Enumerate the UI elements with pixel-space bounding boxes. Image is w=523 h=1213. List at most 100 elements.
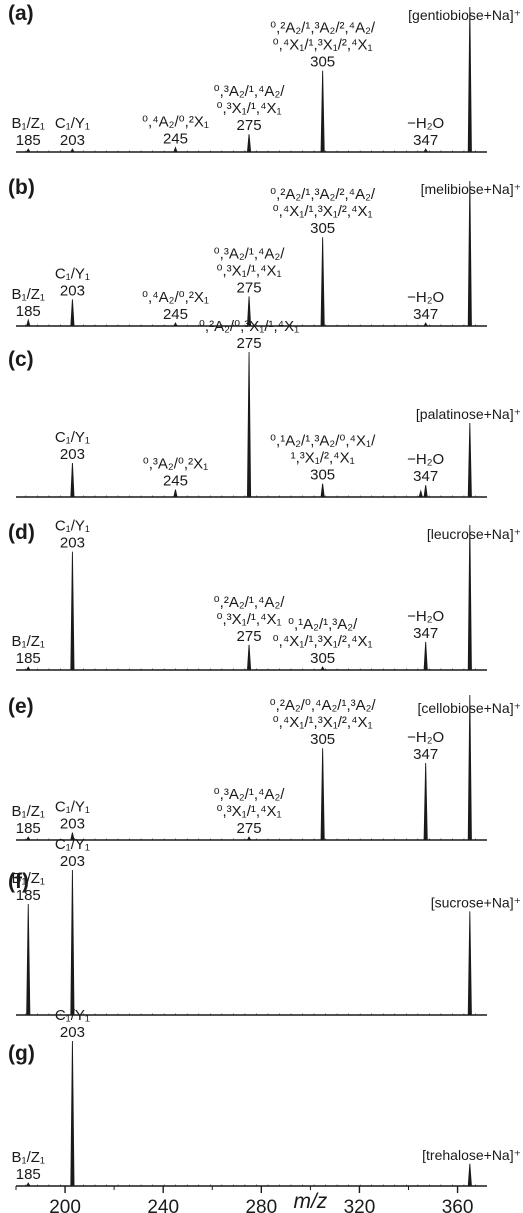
spectrum-peak xyxy=(423,485,428,498)
peak-annotation: C₁/Y₁ xyxy=(55,518,90,535)
precursor-label: [sucrose+Na]⁺ xyxy=(431,894,521,910)
x-tick-label: 240 xyxy=(147,1197,179,1213)
precursor-label: [leucrose+Na]⁺ xyxy=(427,526,521,542)
spectrum-peak xyxy=(320,483,325,498)
peak-annotation: 245 xyxy=(163,306,188,323)
peak-annotation: −H₂O xyxy=(407,608,444,625)
peak-annotation: −H₂O xyxy=(407,729,444,746)
spectrum-peak xyxy=(70,462,75,498)
spectrum-peak xyxy=(320,666,325,671)
spectrum-peak xyxy=(70,869,75,1016)
peak-annotation: B₁/Z₁ xyxy=(12,115,45,132)
peak-annotation: 185 xyxy=(16,1166,41,1183)
precursor-label: [gentiobiose+Na]⁺ xyxy=(408,7,521,23)
panel-label: (b) xyxy=(8,176,35,199)
x-tick-label: 360 xyxy=(442,1197,474,1213)
peak-annotation: 185 xyxy=(16,132,41,149)
spectrum-peak xyxy=(467,422,472,498)
peak-annotation: 305 xyxy=(310,220,335,237)
peak-annotation: 275 xyxy=(237,279,262,296)
peak-annotation: −H₂O xyxy=(407,289,444,306)
spectrum-peak xyxy=(26,148,31,153)
x-tick-label: 280 xyxy=(245,1197,277,1213)
spectrum-peak xyxy=(320,237,325,327)
spectrum-peak xyxy=(423,763,428,841)
peak-annotation: 203 xyxy=(60,132,85,149)
peak-annotation: C₁/Y₁ xyxy=(55,836,90,853)
peak-annotation: B₁/Z₁ xyxy=(12,803,45,820)
spectrum-peak xyxy=(320,70,325,153)
spectrum-peak xyxy=(246,134,252,153)
peak-annotation: 185 xyxy=(16,887,41,904)
peak-annotation: 347 xyxy=(413,625,438,642)
spectrum-panels: (a)B₁/Z₁185C₁/Y₁203⁰,⁴A₂/⁰,²X₁245⁰,³A₂/¹… xyxy=(8,2,521,1187)
peak-annotation: ⁰,⁴X₁/¹,³X₁/²,⁴X₁ xyxy=(273,714,373,731)
spectrum-peak xyxy=(173,146,178,153)
peak-annotation: 275 xyxy=(237,628,262,645)
spectrum-peak xyxy=(423,322,428,327)
spectrum-peak xyxy=(246,296,252,327)
peak-annotation: −H₂O xyxy=(407,451,444,468)
peak-annotation: 305 xyxy=(310,731,335,748)
peak-annotation: ⁰,²A₂/¹,³A₂/²,⁴A₂/ xyxy=(270,20,376,37)
peak-annotation: ⁰,⁴X₁/¹,³X₁/²,⁴X₁ xyxy=(273,633,373,650)
spectrum-peak xyxy=(173,489,178,498)
peak-annotation: C₁/Y₁ xyxy=(55,429,90,446)
peak-annotation: C₁/Y₁ xyxy=(55,115,90,132)
panel-label: (d) xyxy=(8,521,35,544)
x-tick-label: 200 xyxy=(49,1197,81,1213)
peak-annotation: ⁰,⁴A₂/⁰,²X₁ xyxy=(142,114,209,131)
spectrum-peak xyxy=(26,666,31,671)
spectrum-peak xyxy=(70,1040,75,1187)
peak-annotation: ⁰,³A₂/¹,⁴A₂/ xyxy=(214,786,286,803)
spectrum-peak xyxy=(467,180,472,327)
spectrum-peak xyxy=(467,1163,472,1187)
peak-annotation: 203 xyxy=(60,853,85,870)
peak-annotation: 347 xyxy=(413,468,438,485)
peak-annotation: B₁/Z₁ xyxy=(12,870,45,887)
peak-annotation: 305 xyxy=(310,467,335,484)
peak-annotation: ⁰,³A₂/⁰,²X₁ xyxy=(143,456,208,473)
peak-annotation: ⁰,³A₂/¹,⁴A₂/ xyxy=(214,83,286,100)
peak-annotation: ⁰,¹A₂/¹,³A₂/⁰,⁴X₁/ xyxy=(270,433,376,450)
peak-annotation: C₁/Y₁ xyxy=(55,265,90,282)
panel-label: (f) xyxy=(8,870,29,893)
peak-annotation: 203 xyxy=(60,535,85,552)
spectrum-peak xyxy=(70,551,75,671)
spectrum-peak xyxy=(423,641,428,671)
panel-label: (g) xyxy=(8,1042,35,1065)
precursor-label: [palatinose+Na]⁺ xyxy=(416,406,521,422)
panel-label: (a) xyxy=(8,2,34,25)
x-axis-title: m/z xyxy=(293,1190,327,1213)
peak-annotation: ⁰,³X₁/¹,⁴X₁ xyxy=(217,100,282,117)
peak-annotation: 203 xyxy=(60,1024,85,1041)
spectrum-peak xyxy=(70,832,75,841)
peak-annotation: 347 xyxy=(413,132,438,149)
peak-annotation: C₁/Y₁ xyxy=(55,1007,90,1024)
peak-annotation: 185 xyxy=(16,820,41,837)
spectrum-peak xyxy=(26,903,31,1016)
precursor-label: [cellobiose+Na]⁺ xyxy=(417,700,521,716)
spectrum-peak xyxy=(246,351,252,498)
spectrum-peak xyxy=(467,694,472,841)
spectrum-peak xyxy=(247,836,252,841)
peak-annotation: ⁰,⁴X₁/¹,³X₁/²,⁴X₁ xyxy=(273,37,373,54)
x-tick-label: 320 xyxy=(344,1197,376,1213)
peak-annotation: 203 xyxy=(60,816,85,833)
peak-annotation: ⁰,²A₂/¹,³A₂/²,⁴A₂/ xyxy=(270,186,376,203)
peak-annotation: ⁰,³A₂/¹,⁴A₂/ xyxy=(214,245,286,262)
peak-annotation: C₁/Y₁ xyxy=(55,799,90,816)
peak-annotation: 305 xyxy=(310,650,335,667)
peak-annotation: B₁/Z₁ xyxy=(12,286,45,303)
peak-annotation: 275 xyxy=(237,820,262,837)
peak-annotation: ⁰,⁴X₁/¹,³X₁/²,⁴X₁ xyxy=(273,203,373,220)
peak-annotation: 203 xyxy=(60,282,85,299)
peak-annotation: B₁/Z₁ xyxy=(12,633,45,650)
